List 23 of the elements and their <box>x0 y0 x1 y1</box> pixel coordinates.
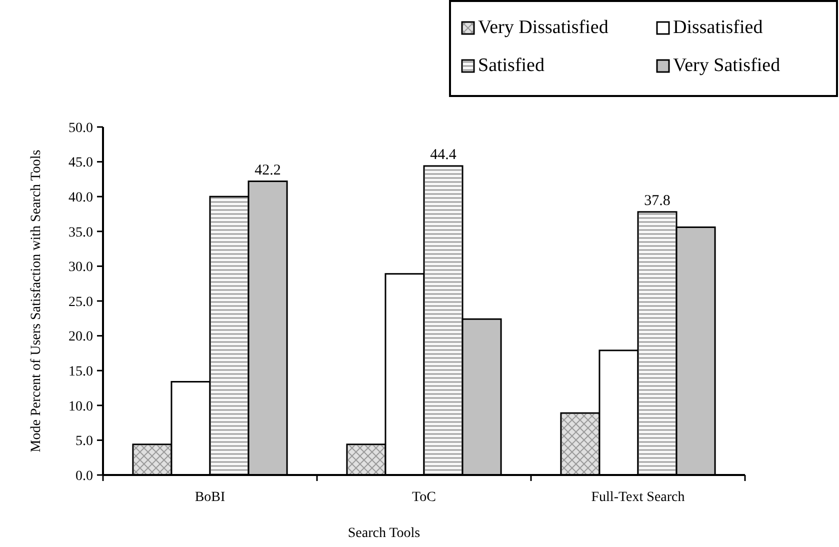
x-tick-label: BoBI <box>194 490 226 505</box>
legend-label: Very Satisfied <box>673 55 781 76</box>
text: 10.0 <box>68 399 93 414</box>
text: 15.0 <box>68 364 93 380</box>
text: 20.0 <box>68 330 93 345</box>
data-label: 37.8 <box>644 192 670 209</box>
text: 40.0 <box>68 190 93 206</box>
y-axis-title: Mode Percent of Users Satisfaction with Search Tools <box>29 150 44 452</box>
x-tick-label: Full-Text Search <box>591 490 685 505</box>
text: 50.0 <box>68 120 93 136</box>
legend-label: Dissatisfied <box>673 17 764 38</box>
data-label: 44.4 <box>430 146 457 163</box>
data-label: 42.2 <box>254 162 281 178</box>
legend-label: Satisfied <box>478 55 545 76</box>
legend-label: Very Dissatisfied <box>478 17 609 38</box>
text: 30.0 <box>68 260 93 276</box>
text: 45.0 <box>68 156 93 171</box>
text: 25.0 <box>68 294 93 310</box>
text: 35.0 <box>68 225 93 240</box>
x-axis-title: Search Tools <box>348 526 420 541</box>
x-tick-label: ToC <box>412 490 436 505</box>
text: 0.0 <box>76 468 93 484</box>
text: 5.0 <box>76 434 93 450</box>
